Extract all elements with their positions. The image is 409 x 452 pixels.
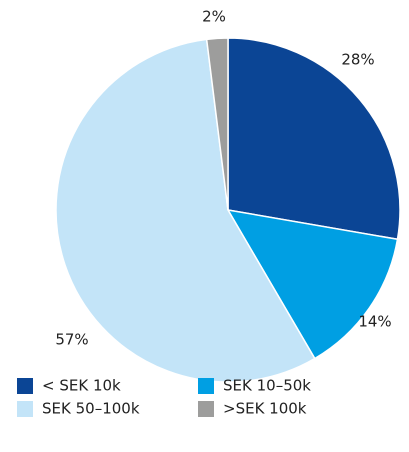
legend-label: SEK 10–50k — [223, 377, 311, 395]
data-label: 57% — [55, 331, 88, 349]
data-label: 28% — [341, 51, 374, 69]
legend-label: < SEK 10k — [42, 377, 121, 395]
pie-slice — [227, 37, 401, 241]
legend-label: SEK 50–100k — [42, 400, 140, 418]
legend-swatch — [17, 401, 33, 417]
data-label: 2% — [202, 8, 226, 26]
data-label: 14% — [358, 313, 391, 331]
legend-label: >SEK 100k — [223, 400, 307, 418]
legend-swatch — [198, 401, 214, 417]
legend-swatch — [198, 378, 214, 394]
pie-slice — [226, 208, 399, 360]
pie-slice — [205, 37, 229, 211]
pie-slice — [55, 38, 316, 383]
legend-swatch — [17, 378, 33, 394]
